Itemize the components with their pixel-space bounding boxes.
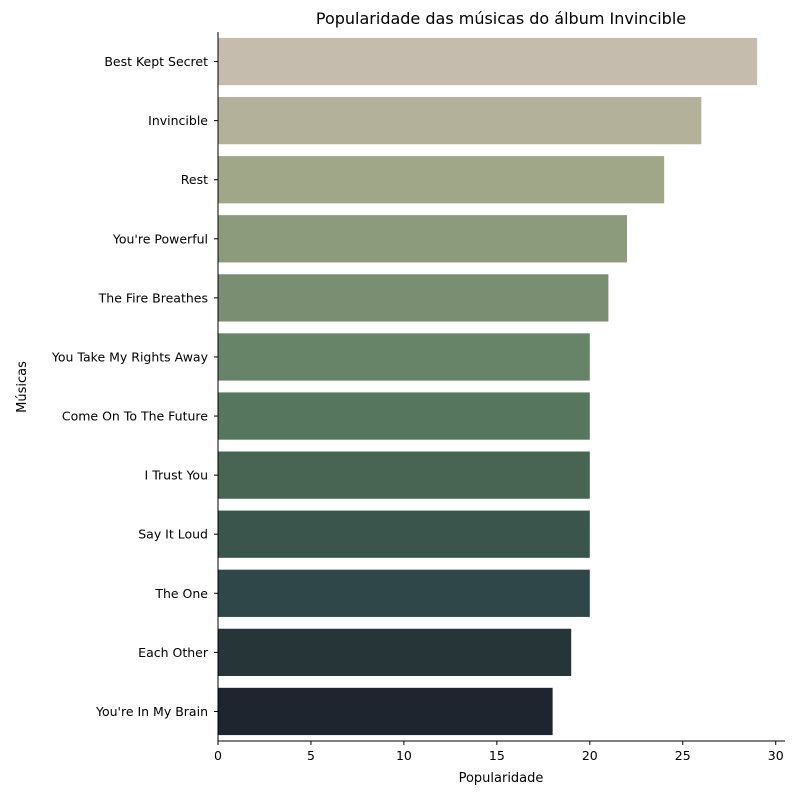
bar bbox=[218, 687, 553, 736]
y-tick-label: The One bbox=[154, 586, 208, 601]
y-tick-label: Rest bbox=[181, 172, 208, 187]
bar bbox=[218, 628, 572, 677]
y-tick-label: Invincible bbox=[148, 113, 208, 128]
bar bbox=[218, 37, 758, 86]
bar bbox=[218, 96, 702, 145]
y-tick-label: Say It Loud bbox=[138, 527, 208, 542]
bar bbox=[218, 510, 590, 558]
bar bbox=[218, 569, 590, 617]
y-tick-label: Come On To The Future bbox=[62, 409, 208, 424]
bar bbox=[218, 274, 609, 322]
bar bbox=[218, 451, 590, 499]
x-tick-label: 30 bbox=[768, 748, 784, 763]
x-tick-label: 15 bbox=[489, 748, 505, 763]
bar bbox=[218, 215, 627, 263]
y-tick-label: Each Other bbox=[138, 645, 209, 660]
y-tick-label: You're In My Brain bbox=[95, 704, 208, 719]
bar bbox=[218, 156, 665, 204]
chart-title: Popularidade das músicas do álbum Invinc… bbox=[316, 9, 686, 28]
y-axis-ticks: Best Kept Secret Invincible Rest You're Pow… bbox=[51, 54, 218, 719]
y-tick-label: Best Kept Secret bbox=[104, 54, 208, 69]
y-tick-label: You're Powerful bbox=[112, 231, 208, 246]
x-tick-label: 5 bbox=[307, 748, 315, 763]
y-axis-label: Músicas bbox=[15, 361, 30, 413]
x-tick-label: 20 bbox=[582, 748, 598, 763]
bars-group bbox=[218, 37, 758, 736]
x-axis-ticks: 0 5 10 15 20 25 30 bbox=[214, 741, 784, 763]
y-tick-label: You Take My Rights Away bbox=[51, 349, 209, 364]
x-tick-label: 25 bbox=[675, 748, 691, 763]
y-tick-label: I Trust You bbox=[145, 468, 208, 483]
bar bbox=[218, 333, 590, 381]
x-tick-label: 0 bbox=[214, 748, 222, 763]
x-tick-label: 10 bbox=[396, 748, 412, 763]
y-tick-label: The Fire Breathes bbox=[98, 290, 208, 305]
bar bbox=[218, 392, 590, 440]
x-axis-label: Popularidade bbox=[459, 771, 544, 786]
